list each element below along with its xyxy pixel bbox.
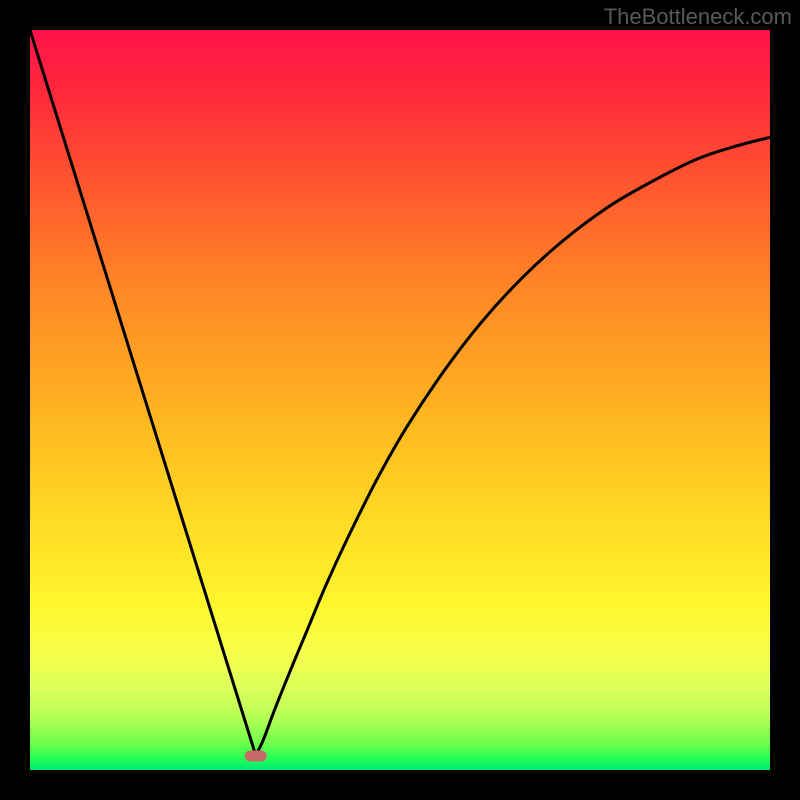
bottleneck-chart (0, 0, 800, 800)
chart-stage: TheBottleneck.com (0, 0, 800, 800)
watermark-text: TheBottleneck.com (604, 4, 792, 30)
minimum-marker (245, 750, 267, 761)
gradient-background (30, 30, 770, 770)
plot-area (30, 30, 770, 770)
